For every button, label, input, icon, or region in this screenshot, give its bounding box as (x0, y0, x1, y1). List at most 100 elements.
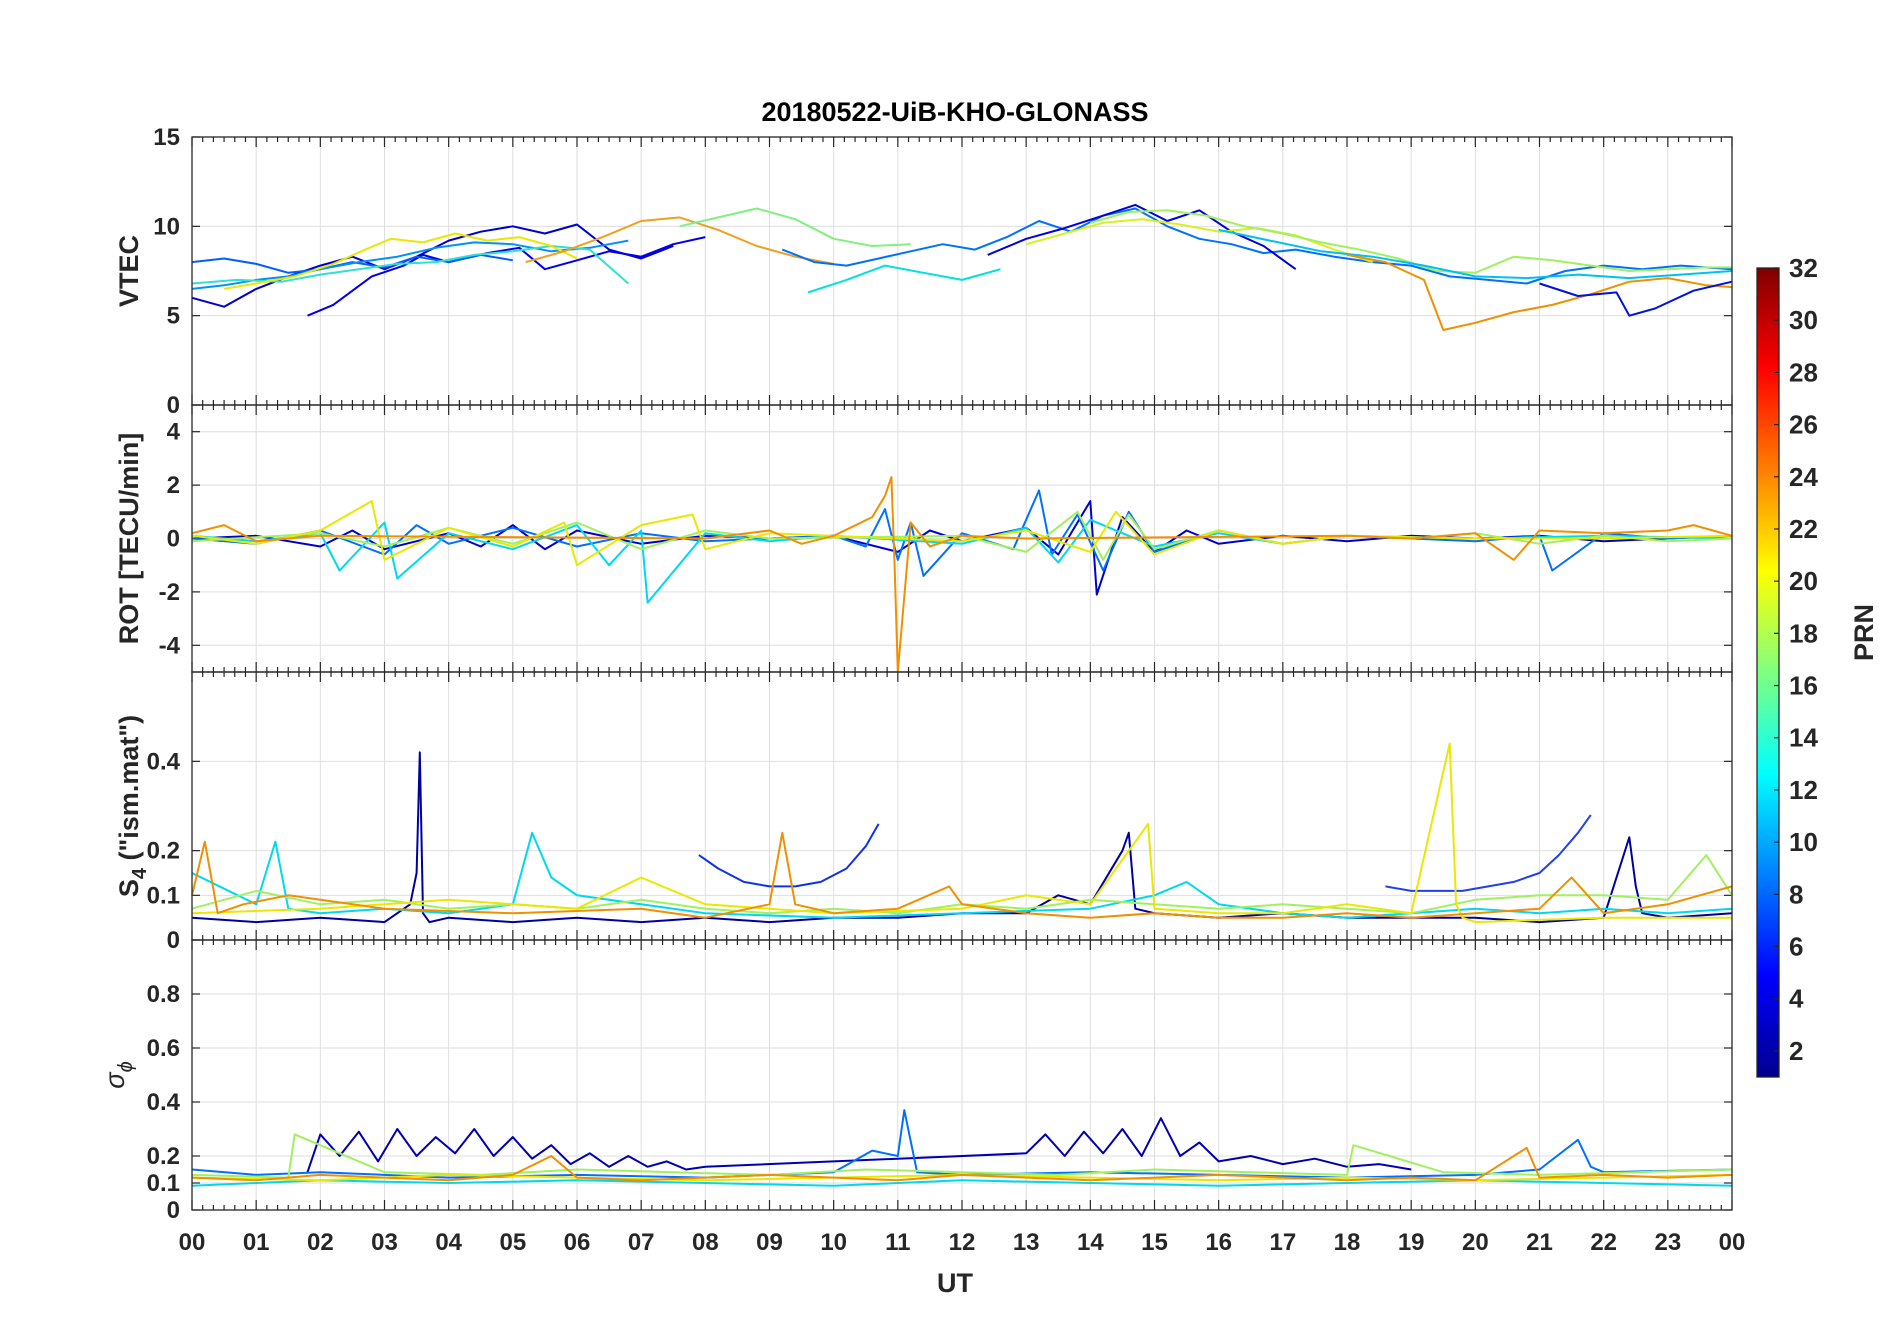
y-tick-label: 0.4 (147, 1089, 181, 1116)
colorbar-tick-label: 22 (1789, 514, 1818, 544)
x-axis: 00 01 02 03 04 05 06 07 08 09 10 11 12 13 14 15 16 17 18 19… (179, 1229, 1746, 1256)
series-prn-9 (191, 489, 1733, 577)
y-axis-label: S4 ("ism.mat") (114, 715, 151, 897)
panel-frame (191, 939, 1733, 1211)
colorbar-tick-label: 20 (1789, 566, 1818, 596)
colorbar-tick-label: 6 (1789, 932, 1803, 962)
colorbar-tick-label: 14 (1789, 723, 1818, 753)
colorbar-ramp (1757, 268, 1779, 1077)
x-tick-label: 00 (1719, 1229, 1746, 1256)
series-prn-16 (679, 207, 911, 247)
x-tick-label: 03 (371, 1229, 398, 1256)
y-tick-label: 0.6 (147, 1035, 180, 1062)
x-tick-label: 20 (1462, 1229, 1489, 1256)
x-tick-label: 13 (1013, 1229, 1040, 1256)
x-tick-label: 23 (1654, 1229, 1681, 1256)
series-prn-4 (307, 236, 706, 317)
y-tick-label: 4 (167, 419, 181, 446)
series-prn-4 (698, 823, 880, 888)
x-axis-label: UT (937, 1268, 973, 1298)
colorbar-tick-label: 2 (1789, 1036, 1803, 1066)
x-tick-label: 19 (1398, 1229, 1425, 1256)
panel-vtec: 0 5 10 15 VTEC (114, 124, 1733, 419)
series-prn-12 (1218, 228, 1733, 280)
y-tick-label: 0 (167, 1197, 180, 1224)
x-tick-label: 17 (1269, 1229, 1296, 1256)
y-axis-label: σϕ (100, 1061, 137, 1088)
colorbar-tick-label: 4 (1789, 984, 1804, 1014)
colorbar-tick-label: 12 (1789, 775, 1818, 805)
series-prn-17 (191, 1133, 1733, 1179)
colorbar-frame (1756, 267, 1780, 1078)
y-tick-label: 0 (167, 927, 180, 954)
colorbar-tick-label: 30 (1789, 305, 1818, 335)
series-prn-14 (191, 245, 629, 285)
x-tick-label: 06 (564, 1229, 591, 1256)
series-prn-19 (1025, 218, 1374, 264)
y-tick-label: 5 (167, 303, 180, 330)
x-tick-label: 11 (885, 1229, 910, 1256)
x-tick-label: 16 (1205, 1229, 1232, 1256)
y-tick-label: 10 (153, 213, 180, 240)
series-prn-23 (191, 831, 1733, 919)
colorbar-tick-label: 8 (1789, 879, 1803, 909)
colorbar-tick-label: 16 (1789, 671, 1818, 701)
x-tick-label: 18 (1334, 1229, 1361, 1256)
chart-title: 20180522-UiB-KHO-GLONASS (761, 97, 1148, 127)
x-tick-label: 15 (1141, 1229, 1168, 1256)
panel-s4: 0 0.1 0.2 0.4S4 ("ism.mat") (114, 671, 1733, 954)
x-tick-label: 02 (307, 1229, 334, 1256)
x-tick-label: 00 (179, 1229, 206, 1256)
y-tick-label: 0.8 (147, 981, 180, 1008)
y-tick-label: 2 (167, 472, 180, 499)
series-prn-23 (525, 216, 834, 265)
series-prn-3 (987, 203, 1297, 271)
x-tick-label: 05 (499, 1229, 526, 1256)
series-prn-5 (1539, 280, 1733, 317)
series-prn-17 (191, 854, 1733, 915)
colorbar-label: PRN (1849, 604, 1879, 661)
series-prn-20 (191, 742, 1732, 924)
y-tick-label: 0 (167, 526, 180, 553)
colorbar-tick-label: 26 (1789, 410, 1818, 440)
panel-rot: -4 -2 0 2 4 ROT [TECU/min] (114, 404, 1733, 673)
series-prn-20 (191, 500, 1733, 567)
y-tick-label: -2 (159, 579, 180, 606)
x-tick-label: 07 (628, 1229, 655, 1256)
colorbar-tick-label: 32 (1789, 253, 1818, 283)
series-prn-5 (1385, 814, 1592, 892)
y-axis-label: ROT [TECU/min] (114, 433, 144, 644)
series-prn-20 (223, 232, 578, 290)
x-tick-label: 10 (820, 1229, 847, 1256)
x-tick-label: 14 (1077, 1229, 1104, 1256)
y-tick-label: 0.2 (147, 1143, 180, 1170)
colorbar-tick-label: 10 (1789, 827, 1818, 857)
y-tick-label: 0.1 (147, 882, 180, 909)
x-tick-label: 09 (756, 1229, 783, 1256)
series-prn-23 (191, 1146, 1733, 1182)
y-tick-label: 0.4 (147, 748, 181, 775)
x-tick-label: 04 (435, 1229, 462, 1256)
series-prn-23 (191, 476, 1733, 673)
series-prn-8 (191, 253, 513, 274)
y-tick-label: 0.2 (147, 838, 180, 865)
y-tick-label: 0 (167, 392, 180, 419)
x-tick-label: 22 (1590, 1229, 1617, 1256)
colorbar-tick-label: 18 (1789, 618, 1818, 648)
series-prn-17 (191, 510, 1733, 561)
series-prn-22 (1346, 253, 1733, 331)
y-tick-label: 0.1 (147, 1170, 180, 1197)
y-tick-label: -4 (159, 632, 181, 659)
x-tick-label: 21 (1526, 1229, 1553, 1256)
series-prn-2 (306, 1117, 1412, 1173)
panel-sigma: 00.10.2 0.4 0.6 0.8 σϕ (100, 939, 1733, 1224)
y-axis-label: VTEC (114, 235, 144, 307)
x-tick-label: 08 (692, 1229, 719, 1256)
x-tick-label: 12 (949, 1229, 976, 1256)
series-prn-13 (807, 264, 1001, 294)
x-tick-label: 01 (243, 1229, 270, 1256)
colorbar-tick-label: 24 (1789, 462, 1818, 492)
